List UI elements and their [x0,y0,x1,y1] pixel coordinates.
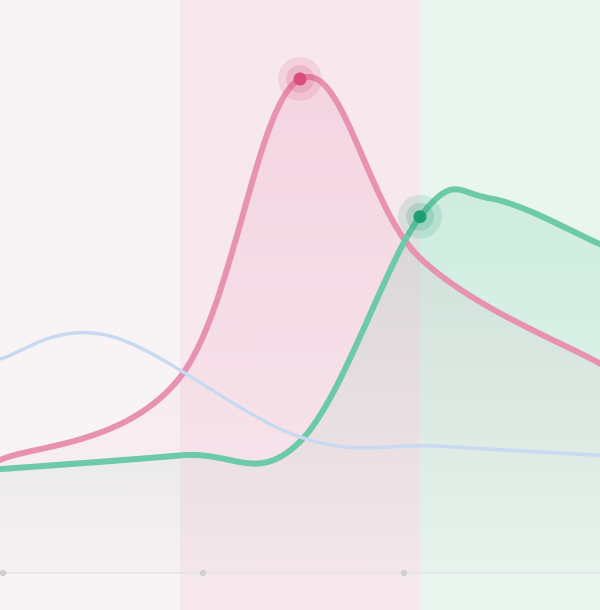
x-axis [0,569,600,577]
peak-dot [293,72,307,86]
x-axis-tick-3 [400,569,408,577]
series-3-line [0,330,600,458]
x-axis-tick-1 [0,569,7,577]
series-2-line [0,186,600,473]
highlight-points [278,57,442,239]
series-2-peak-point [398,194,442,239]
peak-dot [413,210,427,224]
series-1-peak-point [278,57,322,101]
x-axis-tick-2 [199,569,207,577]
